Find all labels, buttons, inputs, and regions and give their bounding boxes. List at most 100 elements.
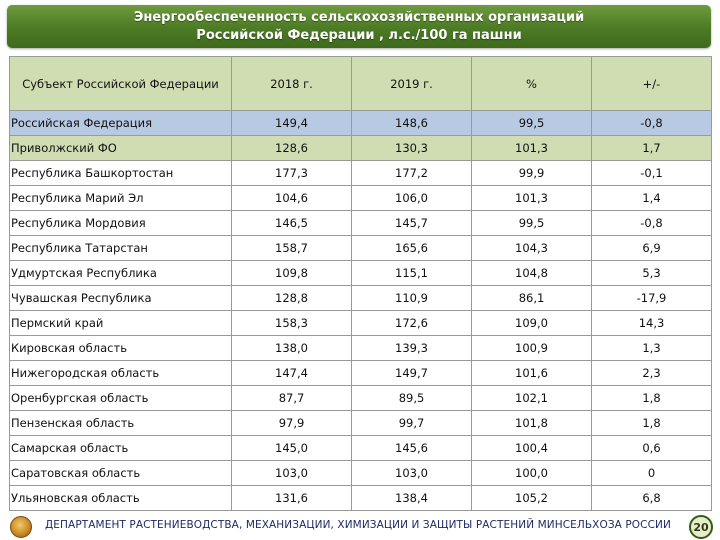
change-cell: 6,9 [591,235,712,261]
table-row: Ульяновская область 131,6 138,4 105,2 6,8 [9,485,712,511]
title-line-2: Российской Федерации , л.с./100 га пашни [196,27,522,43]
value-2019-cell: 130,3 [351,135,472,161]
value-2018-cell: 145,0 [231,435,352,461]
change-cell: -17,9 [591,285,712,311]
energy-supply-table: Субъект Российской Федерации 2018 г. 201… [9,56,712,511]
value-2018-cell: 149,4 [231,110,352,136]
table-row: Саратовская область 103,0 103,0 100,0 0 [9,460,712,486]
region-name-cell: Пермский край [9,310,232,336]
table-row: Нижегородская область 147,4 149,7 101,6 2,3 [9,360,712,386]
percent-cell: 105,2 [471,485,592,511]
region-name-cell: Ульяновская область [9,485,232,511]
region-name-cell: Республика Марий Эл [9,185,232,211]
table-row: Пермский край 158,3 172,6 109,0 14,3 [9,310,712,336]
table-row: Пензенская область 97,9 99,7 101,8 1,8 [9,410,712,436]
value-2018-cell: 104,6 [231,185,352,211]
page-number: 20 [689,515,713,539]
header-percent: % [471,56,592,111]
region-name-cell: Удмуртская Республика [9,260,232,286]
percent-cell: 99,5 [471,110,592,136]
percent-cell: 102,1 [471,385,592,411]
change-cell: -0,8 [591,110,712,136]
percent-cell: 101,3 [471,185,592,211]
value-2019-cell: 89,5 [351,385,472,411]
change-cell: 1,8 [591,385,712,411]
value-2018-cell: 146,5 [231,210,352,236]
change-cell: 1,3 [591,335,712,361]
table-header-row: Субъект Российской Федерации 2018 г. 201… [9,56,712,111]
table-row: Самарская область 145,0 145,6 100,4 0,6 [9,435,712,461]
table-row: Кировская область 138,0 139,3 100,9 1,3 [9,335,712,361]
change-cell: 1,8 [591,410,712,436]
change-cell: -0,8 [591,210,712,236]
percent-cell: 101,8 [471,410,592,436]
header-2018: 2018 г. [231,56,352,111]
value-2018-cell: 177,3 [231,160,352,186]
percent-cell: 100,9 [471,335,592,361]
table-row: Чувашская Республика 128,8 110,9 86,1 -17,9 [9,285,712,311]
region-name-cell: Республика Башкортостан [9,160,232,186]
department-name: ДЕПАРТАМЕНТ РАСТЕНИЕВОДСТВА, МЕХАНИЗАЦИИ… [45,519,671,531]
region-name-cell: Самарская область [9,435,232,461]
header-change: +/- [591,56,712,111]
value-2019-cell: 138,4 [351,485,472,511]
change-cell: 14,3 [591,310,712,336]
region-name-cell: Чувашская Республика [9,285,232,311]
title-line-1: Энергообеспеченность сельскохозяйственны… [133,9,585,25]
region-name-cell: Республика Татарстан [9,235,232,261]
value-2018-cell: 97,9 [231,410,352,436]
region-name-cell: Республика Мордовия [9,210,232,236]
value-2019-cell: 110,9 [351,285,472,311]
value-2019-cell: 149,7 [351,360,472,386]
region-name-cell: Приволжский ФО [9,135,232,161]
value-2019-cell: 103,0 [351,460,472,486]
value-2019-cell: 177,2 [351,160,472,186]
change-cell: 1,4 [591,185,712,211]
footer: ДЕПАРТАМЕНТ РАСТЕНИЕВОДСТВА, МЕХАНИЗАЦИИ… [7,514,714,539]
change-cell: 0 [591,460,712,486]
percent-cell: 104,3 [471,235,592,261]
value-2018-cell: 87,7 [231,385,352,411]
header-2019: 2019 г. [351,56,472,111]
value-2019-cell: 106,0 [351,185,472,211]
change-cell: 2,3 [591,360,712,386]
emblem-icon [10,516,32,538]
value-2018-cell: 158,7 [231,235,352,261]
percent-cell: 104,8 [471,260,592,286]
region-name-cell: Кировская область [9,335,232,361]
percent-cell: 101,6 [471,360,592,386]
percent-cell: 100,4 [471,435,592,461]
change-cell: 5,3 [591,260,712,286]
table-row: Российская Федерация 149,4 148,6 99,5 -0,8 [9,110,712,136]
value-2018-cell: 128,6 [231,135,352,161]
change-cell: 1,7 [591,135,712,161]
change-cell: -0,1 [591,160,712,186]
percent-cell: 86,1 [471,285,592,311]
region-name-cell: Пензенская область [9,410,232,436]
value-2019-cell: 139,3 [351,335,472,361]
value-2018-cell: 138,0 [231,335,352,361]
header-subject: Субъект Российской Федерации [9,56,232,111]
percent-cell: 100,0 [471,460,592,486]
region-name-cell: Российская Федерация [9,110,232,136]
value-2018-cell: 103,0 [231,460,352,486]
slide-title-bar: Энергообеспеченность сельскохозяйственны… [7,5,711,48]
value-2019-cell: 172,6 [351,310,472,336]
table-row: Удмуртская Республика 109,8 115,1 104,8 5,3 [9,260,712,286]
table-body: Российская Федерация 149,4 148,6 99,5 -0,8 Пр… [9,110,712,511]
value-2018-cell: 147,4 [231,360,352,386]
table-row: Республика Татарстан 158,7 165,6 104,3 6,9 [9,235,712,261]
value-2019-cell: 145,6 [351,435,472,461]
value-2019-cell: 145,7 [351,210,472,236]
value-2019-cell: 165,6 [351,235,472,261]
value-2018-cell: 128,8 [231,285,352,311]
change-cell: 6,8 [591,485,712,511]
value-2019-cell: 148,6 [351,110,472,136]
table-row: Республика Марий Эл 104,6 106,0 101,3 1,4 [9,185,712,211]
region-name-cell: Оренбургская область [9,385,232,411]
table-row: Республика Башкортостан 177,3 177,2 99,9 -0,… [9,160,712,186]
value-2018-cell: 131,6 [231,485,352,511]
value-2019-cell: 99,7 [351,410,472,436]
region-name-cell: Нижегородская область [9,360,232,386]
region-name-cell: Саратовская область [9,460,232,486]
